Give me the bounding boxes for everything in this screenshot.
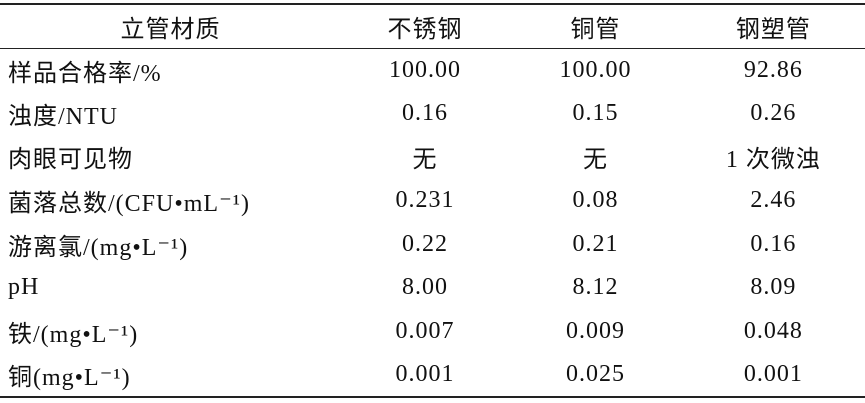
table-cell: 100.00 [559, 56, 632, 83]
table-cell: 0.15 [572, 99, 619, 126]
header-cell: 铜管 [570, 16, 621, 43]
table-cell: 92.86 [743, 56, 803, 83]
table-cell: 0.009 [565, 317, 625, 344]
table-cell: 2.46 [750, 187, 797, 214]
table-cell: 0.22 [402, 230, 449, 257]
header-cell: 不锈钢 [387, 16, 463, 43]
header-row: 立管材质 不锈钢 铜管 钢塑管 [0, 4, 865, 48]
table-cell: 0.231 [395, 187, 455, 214]
table-cell: 8.12 [572, 274, 619, 301]
table-cell: 0.21 [572, 230, 619, 257]
header-cell: 钢塑管 [735, 16, 811, 43]
table-body: 样品合格率/% 100.00 100.00 92.86 浊度/NTU 0.16 0.15 0.… [0, 48, 865, 397]
table-cell: 无 [412, 147, 438, 174]
table-row: pH 8.00 8.12 8.09 [0, 266, 865, 310]
row-label: 肉眼可见物 [8, 147, 133, 174]
table-cell: 0.007 [395, 317, 455, 344]
table-cell: 0.26 [750, 99, 797, 126]
table-row: 浊度/NTU 0.16 0.15 0.26 [0, 92, 865, 136]
row-label: 铜(mg•L⁻¹) [8, 364, 131, 391]
row-label: 浊度/NTU [8, 103, 118, 130]
table-cell: 0.048 [743, 317, 803, 344]
row-label: 菌落总数/(CFU•mL⁻¹) [8, 191, 250, 218]
row-label: 铁/(mg•L⁻¹) [8, 321, 139, 348]
table-cell: 0.16 [750, 230, 797, 257]
table-cell: 0.001 [395, 360, 455, 387]
row-label: 样品合格率/% [8, 60, 162, 87]
table-row: 样品合格率/% 100.00 100.00 92.86 [0, 48, 865, 92]
table-header: 立管材质 不锈钢 铜管 钢塑管 [0, 4, 865, 48]
table-cell: 0.025 [565, 360, 625, 387]
table-cell: 100.00 [389, 56, 462, 83]
table-cell: 1 次微浊 [725, 147, 821, 174]
table-row: 肉眼可见物 无 无 1 次微浊 [0, 135, 865, 179]
row-label: 游离氯/(mg•L⁻¹) [8, 234, 189, 261]
table-cell: 0.001 [743, 360, 803, 387]
table-cell: 8.09 [750, 274, 797, 301]
table-cell: 无 [582, 147, 608, 174]
header-cell: 立管材质 [120, 16, 221, 43]
table-row: 菌落总数/(CFU•mL⁻¹) 0.231 0.08 2.46 [0, 179, 865, 223]
row-label: pH [8, 274, 40, 301]
table-cell: 0.08 [572, 187, 619, 214]
data-table: 立管材质 不锈钢 铜管 钢塑管 样品合格率/% 100.00 100.00 92.86 浊度/… [0, 3, 865, 398]
table-cell: 8.00 [402, 274, 449, 301]
table-cell: 0.16 [402, 99, 449, 126]
table-row: 铁/(mg•L⁻¹) 0.007 0.009 0.048 [0, 310, 865, 354]
table-row: 游离氯/(mg•L⁻¹) 0.22 0.21 0.16 [0, 222, 865, 266]
table-row: 铜(mg•L⁻¹) 0.001 0.025 0.001 [0, 353, 865, 397]
